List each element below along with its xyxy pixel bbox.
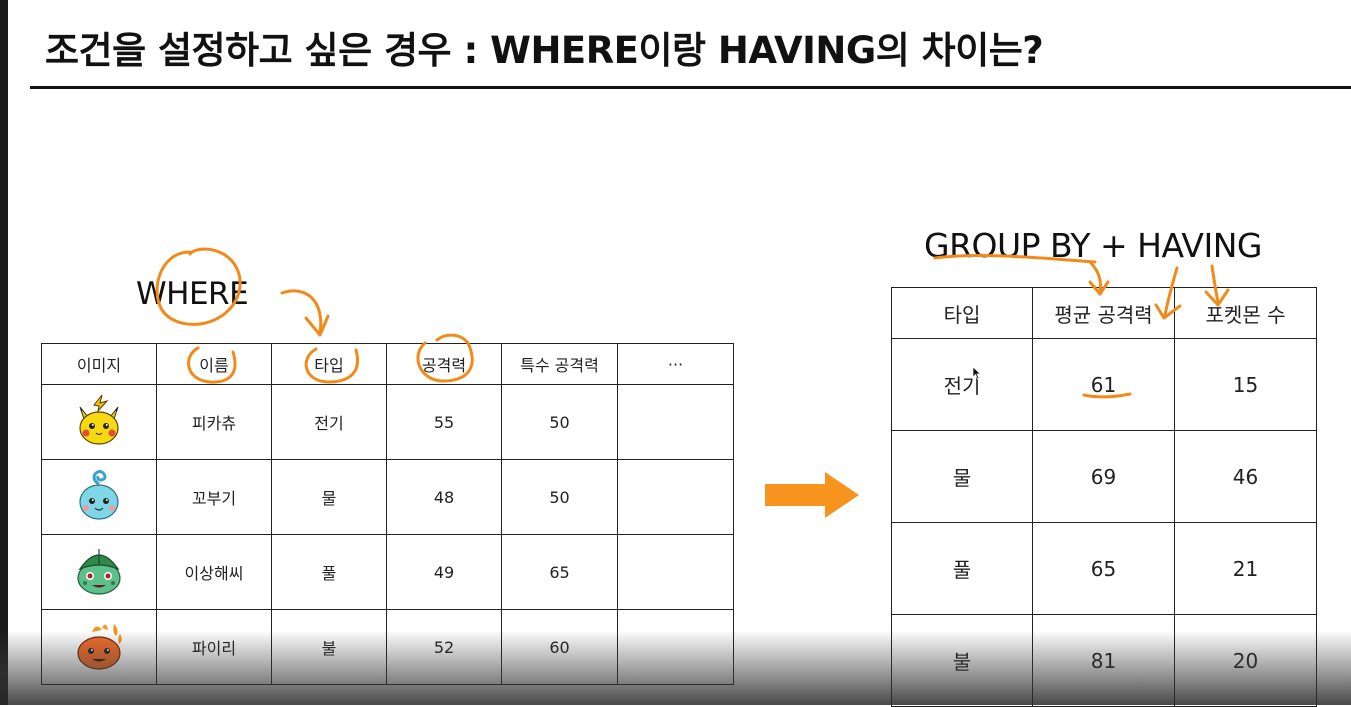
- table-row: 전기 61 15: [891, 338, 1317, 431]
- left-window-edge: [0, 0, 8, 705]
- charmander-image: [77, 624, 122, 670]
- image-cell: [41, 534, 157, 610]
- header-name: 이름: [156, 343, 272, 385]
- image-cell: [41, 384, 157, 460]
- attack-cell: 48: [386, 459, 502, 535]
- header-avg-attack: 평균 공격력: [1032, 287, 1175, 339]
- mouse-cursor-icon: [972, 366, 982, 380]
- header-image: 이미지: [41, 343, 157, 385]
- name-cell: 파이리: [156, 609, 272, 685]
- header-count: 포켓몬 수: [1174, 287, 1317, 339]
- where-to-type-arrowhead-annotation: [304, 314, 330, 337]
- header-more: ···: [617, 343, 734, 385]
- aggregate-table: 타입 평균 공격력 포켓몬 수 전기 61 15 물 69 46 풀 65 21…: [891, 287, 1317, 707]
- type-cell: 전기: [891, 338, 1033, 431]
- special-attack-cell: 60: [501, 609, 618, 685]
- header-attack: 공격력: [386, 343, 502, 385]
- table-row: 꼬부기 물 48 50: [41, 459, 734, 535]
- header-type: 타입: [891, 287, 1033, 339]
- table-row: 물 69 46: [891, 430, 1317, 523]
- slide-title: 조건을 설정하고 싶은 경우 : WHERE이랑 HAVING의 차이는?: [45, 29, 1044, 72]
- type-cell: 풀: [891, 522, 1033, 615]
- type-cell: 풀: [271, 534, 387, 610]
- avg-attack-cell: 69: [1032, 430, 1175, 523]
- extra-cell: [617, 609, 734, 685]
- table-row: 이상해씨 풀 49 65: [41, 534, 734, 610]
- extra-cell: [617, 534, 734, 610]
- image-cell: [41, 459, 157, 535]
- special-attack-cell: 50: [501, 384, 618, 460]
- name-cell: 꼬부기: [156, 459, 272, 535]
- right-arrow-icon: [765, 472, 859, 518]
- count-cell: 15: [1174, 338, 1317, 431]
- table-row: 파이리 불 52 60: [41, 609, 734, 685]
- type-cell: 물: [271, 459, 387, 535]
- attack-cell: 49: [386, 534, 502, 610]
- count-cell: 20: [1174, 614, 1317, 707]
- pokemon-table: 이미지 이름 타입 공격력 특수 공격력 ···: [41, 343, 734, 685]
- count-cell: 46: [1174, 430, 1317, 523]
- groupby-having-label: GROUP BY + HAVING: [924, 226, 1262, 265]
- extra-cell: [617, 384, 734, 460]
- name-cell: 이상해씨: [156, 534, 272, 610]
- squirtle-image: [79, 470, 119, 520]
- type-cell: 불: [891, 614, 1033, 707]
- image-cell: [41, 609, 157, 685]
- type-cell: 불: [271, 609, 387, 685]
- type-cell: 전기: [271, 384, 387, 460]
- pokemon-table-header-row: 이미지 이름 타입 공격력 특수 공격력 ···: [41, 343, 734, 385]
- avg-attack-cell: 65: [1032, 522, 1175, 615]
- avg-attack-cell: 81: [1032, 614, 1175, 707]
- aggregate-table-header-row: 타입 평균 공격력 포켓몬 수: [891, 287, 1317, 339]
- table-row: 불 81 20: [891, 614, 1317, 707]
- where-label: WHERE: [136, 276, 249, 312]
- count-cell: 21: [1174, 522, 1317, 615]
- avg-attack-cell: 61: [1032, 338, 1175, 431]
- special-attack-cell: 50: [501, 459, 618, 535]
- where-to-type-arrow-annotation: [280, 289, 323, 335]
- header-special-attack: 특수 공격력: [501, 343, 618, 385]
- extra-cell: [617, 459, 734, 535]
- pikachu-image: [79, 394, 119, 445]
- attack-cell: 55: [386, 384, 502, 460]
- attack-cell: 52: [386, 609, 502, 685]
- type-cell: 물: [891, 430, 1033, 523]
- header-type: 타입: [271, 343, 387, 385]
- bulbasaur-image: [77, 549, 121, 595]
- title-divider: [30, 86, 1351, 89]
- table-row: 풀 65 21: [891, 522, 1317, 615]
- name-cell: 피카츄: [156, 384, 272, 460]
- special-attack-cell: 65: [501, 534, 618, 610]
- table-row: 피카츄 전기 55 50: [41, 384, 734, 460]
